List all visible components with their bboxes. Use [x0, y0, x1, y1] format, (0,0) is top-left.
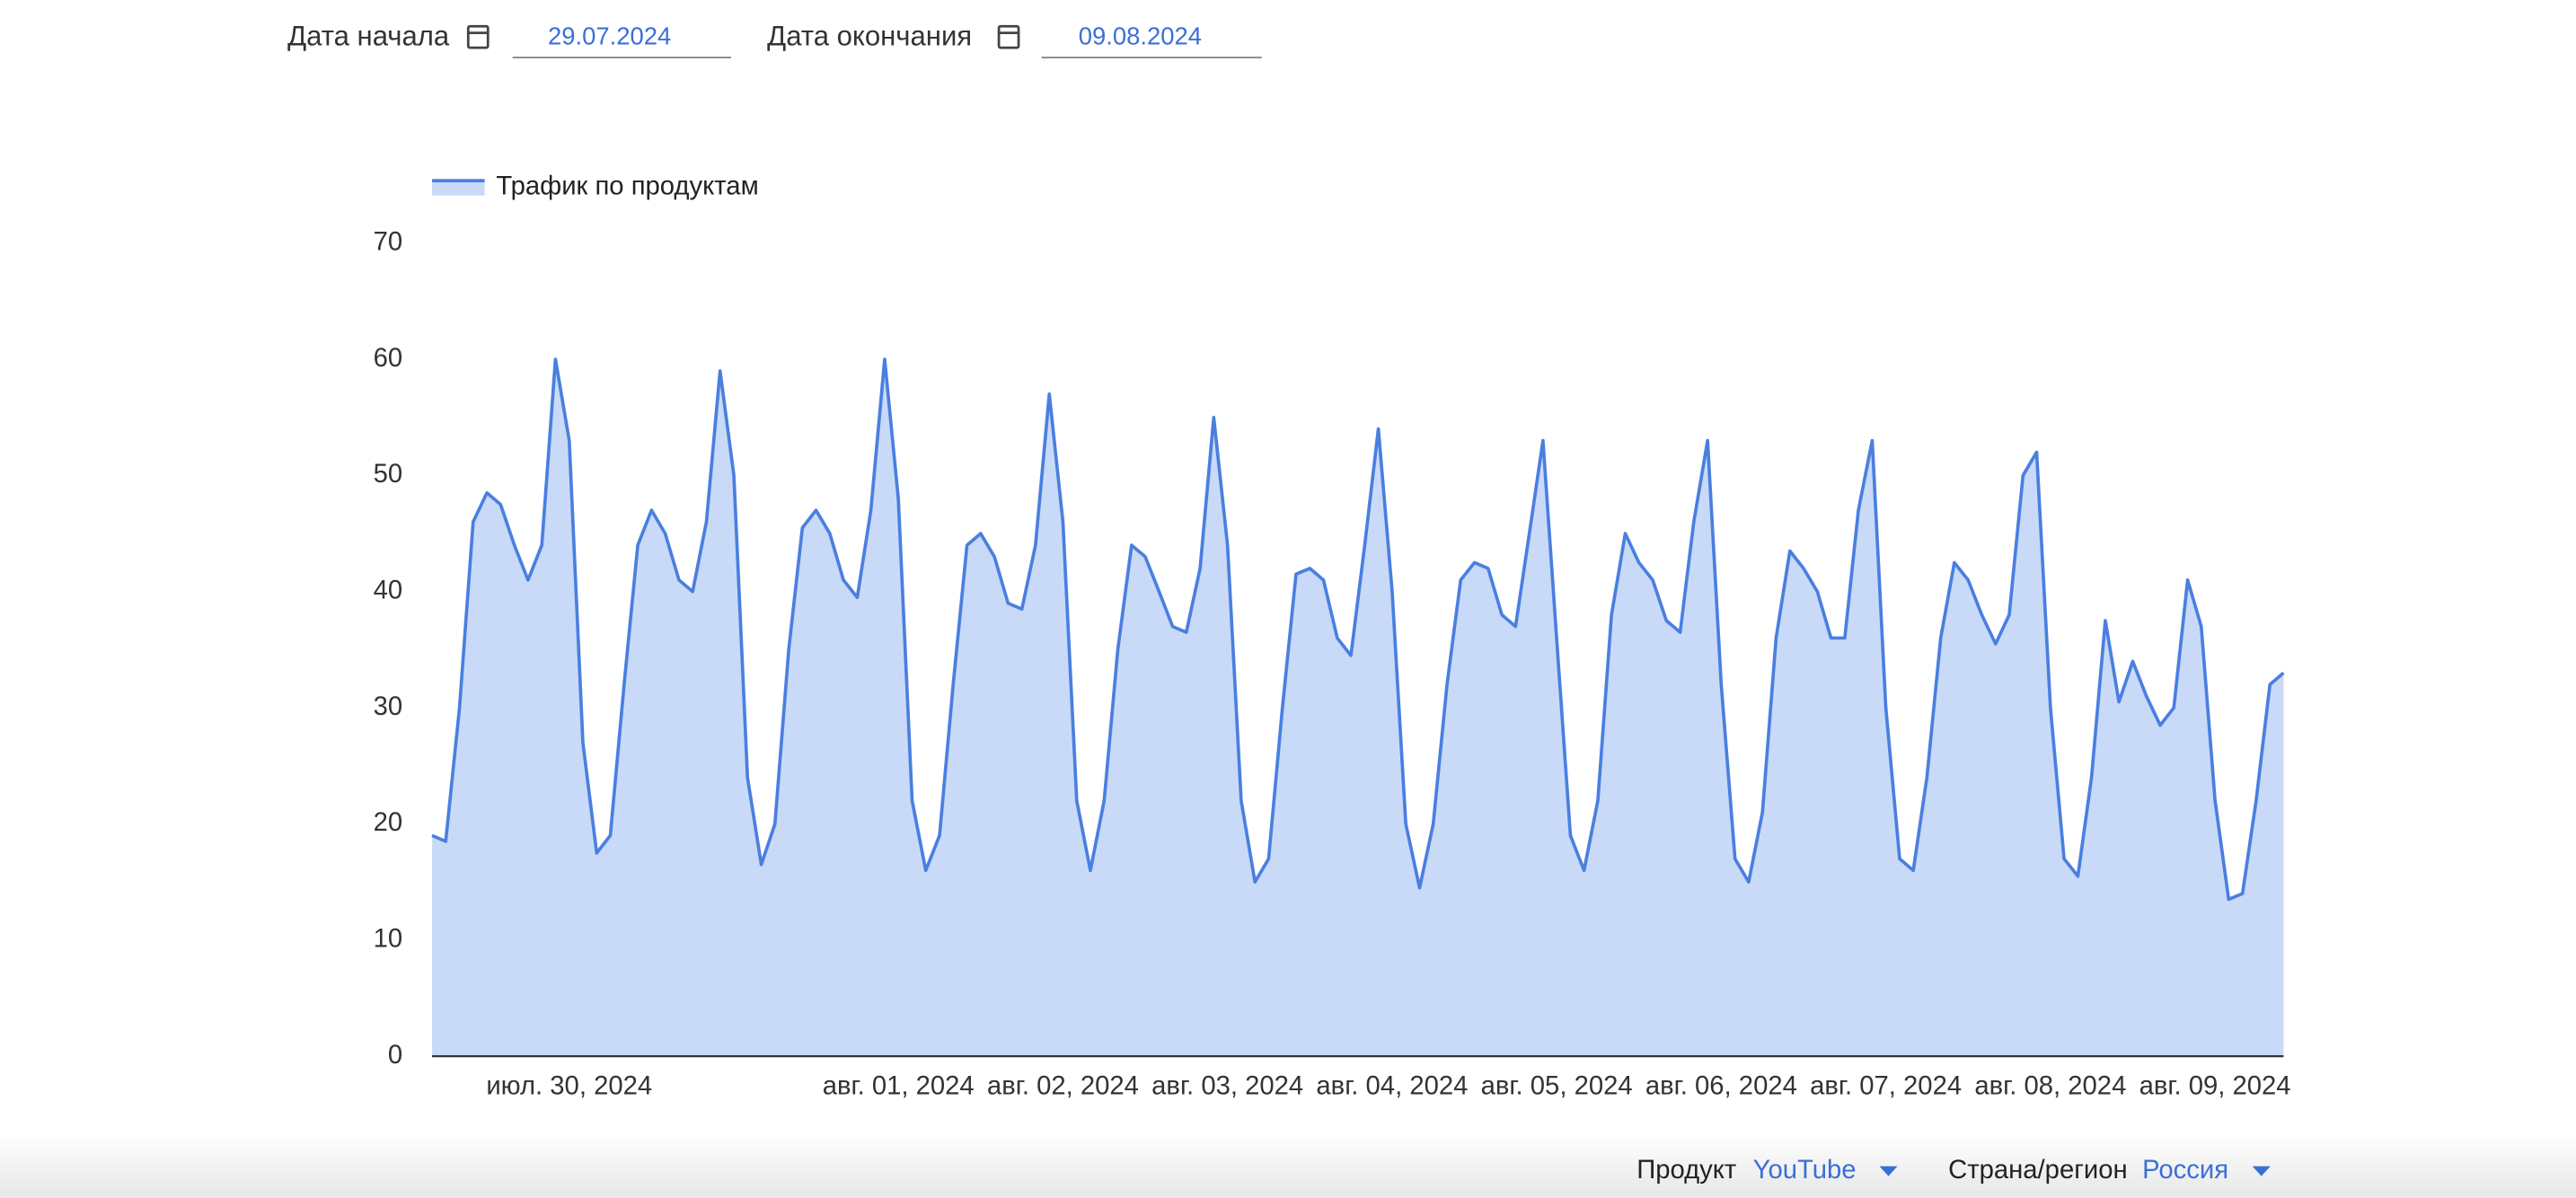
end-input[interactable]: 09.08.2024 [1079, 22, 1202, 49]
x-tick-label: июл. 30, 2024 [486, 1072, 652, 1101]
x-tick-label: авг. 01, 2024 [823, 1072, 975, 1101]
x-tick-label: авг. 07, 2024 [1810, 1072, 1962, 1101]
x-tick-label: авг. 09, 2024 [2139, 1072, 2291, 1101]
calendar-icon[interactable] [466, 24, 490, 49]
y-tick-label: 0 [388, 1041, 402, 1070]
x-tick-label: авг. 08, 2024 [1974, 1072, 2126, 1101]
y-tick-label: 30 [374, 692, 403, 721]
calendar-icon[interactable] [997, 24, 1020, 49]
y-tick-label: 40 [374, 576, 403, 604]
dropdown-arrow[interactable] [1879, 1166, 1898, 1176]
start-label: Дата начала [287, 20, 450, 51]
y-tick-label: 10 [374, 925, 403, 954]
x-tick-label: авг. 02, 2024 [987, 1072, 1139, 1101]
product-label: Продукт [1636, 1156, 1736, 1185]
product-select[interactable]: YouTube [1753, 1156, 1857, 1185]
chart: 0 10 20 30 40 50 60 70 июл. 30, 2024 авг. 01, 202… [374, 172, 2291, 1100]
x-tick-label: авг. 05, 2024 [1481, 1072, 1633, 1101]
series-line [431, 357, 2285, 902]
x-tick-label: авг. 04, 2024 [1316, 1072, 1468, 1101]
y-tick-label: 20 [374, 808, 403, 837]
x-tick-label: авг. 03, 2024 [1151, 1072, 1303, 1101]
region-select[interactable]: Россия [2142, 1156, 2228, 1185]
legend-label: Трафик по продуктам [496, 172, 758, 200]
y-tick-label: 50 [374, 460, 403, 489]
legend-swatch [432, 179, 485, 196]
bottom-shadow [0, 1133, 2576, 1198]
x-tick-label: авг. 06, 2024 [1645, 1072, 1797, 1101]
area-fill [432, 359, 2284, 1057]
start-input[interactable]: 29.07.2024 [548, 22, 671, 49]
region-label: Страна/регион [1948, 1156, 2128, 1185]
dropdown-arrow[interactable] [2252, 1166, 2271, 1176]
end-label: Дата окончания [767, 20, 972, 51]
y-tick-label: 60 [374, 344, 403, 373]
y-tick-label: 70 [374, 227, 403, 256]
